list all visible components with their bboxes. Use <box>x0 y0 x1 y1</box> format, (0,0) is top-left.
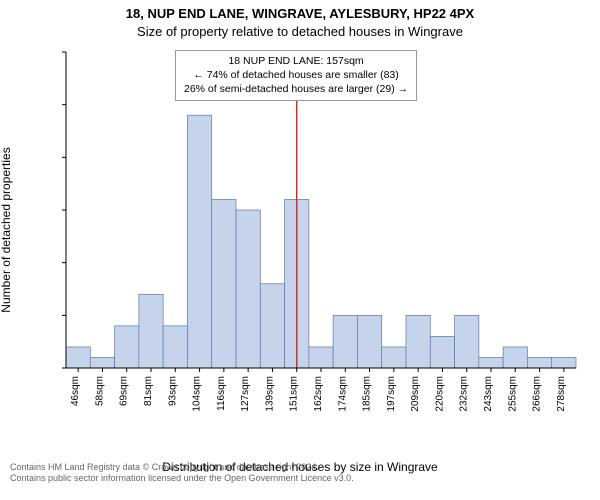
svg-text:220sqm: 220sqm <box>434 376 445 412</box>
chart-title-address: 18, NUP END LANE, WINGRAVE, AYLESBURY, H… <box>0 6 600 21</box>
histogram-plot: 05101520253046sqm58sqm69sqm81sqm93sqm104… <box>60 46 582 416</box>
svg-text:197sqm: 197sqm <box>386 376 397 412</box>
svg-text:266sqm: 266sqm <box>532 376 543 412</box>
svg-text:81sqm: 81sqm <box>143 376 154 406</box>
svg-text:185sqm: 185sqm <box>362 376 373 412</box>
data-attribution: Contains HM Land Registry data © Crown c… <box>10 462 354 485</box>
svg-text:209sqm: 209sqm <box>410 376 421 412</box>
svg-text:127sqm: 127sqm <box>240 376 251 412</box>
attribution-line-2: Contains public sector information licen… <box>10 473 354 485</box>
svg-text:232sqm: 232sqm <box>459 376 470 412</box>
svg-text:139sqm: 139sqm <box>264 376 275 412</box>
y-axis-label: Number of detached properties <box>0 147 13 312</box>
svg-text:46sqm: 46sqm <box>70 376 81 406</box>
svg-text:255sqm: 255sqm <box>507 376 518 412</box>
legend-line-smaller: ← 74% of detached houses are smaller (83… <box>184 68 408 82</box>
chart-area: 05101520253046sqm58sqm69sqm81sqm93sqm104… <box>60 46 582 416</box>
svg-text:58sqm: 58sqm <box>94 376 105 406</box>
svg-text:174sqm: 174sqm <box>337 376 348 412</box>
svg-text:162sqm: 162sqm <box>313 376 324 412</box>
svg-text:243sqm: 243sqm <box>483 376 494 412</box>
legend-line-property: 18 NUP END LANE: 157sqm <box>184 54 408 68</box>
attribution-line-1: Contains HM Land Registry data © Crown c… <box>10 462 354 474</box>
svg-text:151sqm: 151sqm <box>289 376 300 412</box>
svg-text:93sqm: 93sqm <box>167 376 178 406</box>
svg-text:278sqm: 278sqm <box>556 376 567 412</box>
reference-legend-box: 18 NUP END LANE: 157sqm ← 74% of detache… <box>175 50 417 101</box>
svg-text:116sqm: 116sqm <box>216 376 227 411</box>
svg-text:69sqm: 69sqm <box>119 376 130 406</box>
chart-subtitle: Size of property relative to detached ho… <box>0 24 600 39</box>
svg-text:104sqm: 104sqm <box>192 376 203 412</box>
legend-line-larger: 26% of semi-detached houses are larger (… <box>184 82 408 96</box>
